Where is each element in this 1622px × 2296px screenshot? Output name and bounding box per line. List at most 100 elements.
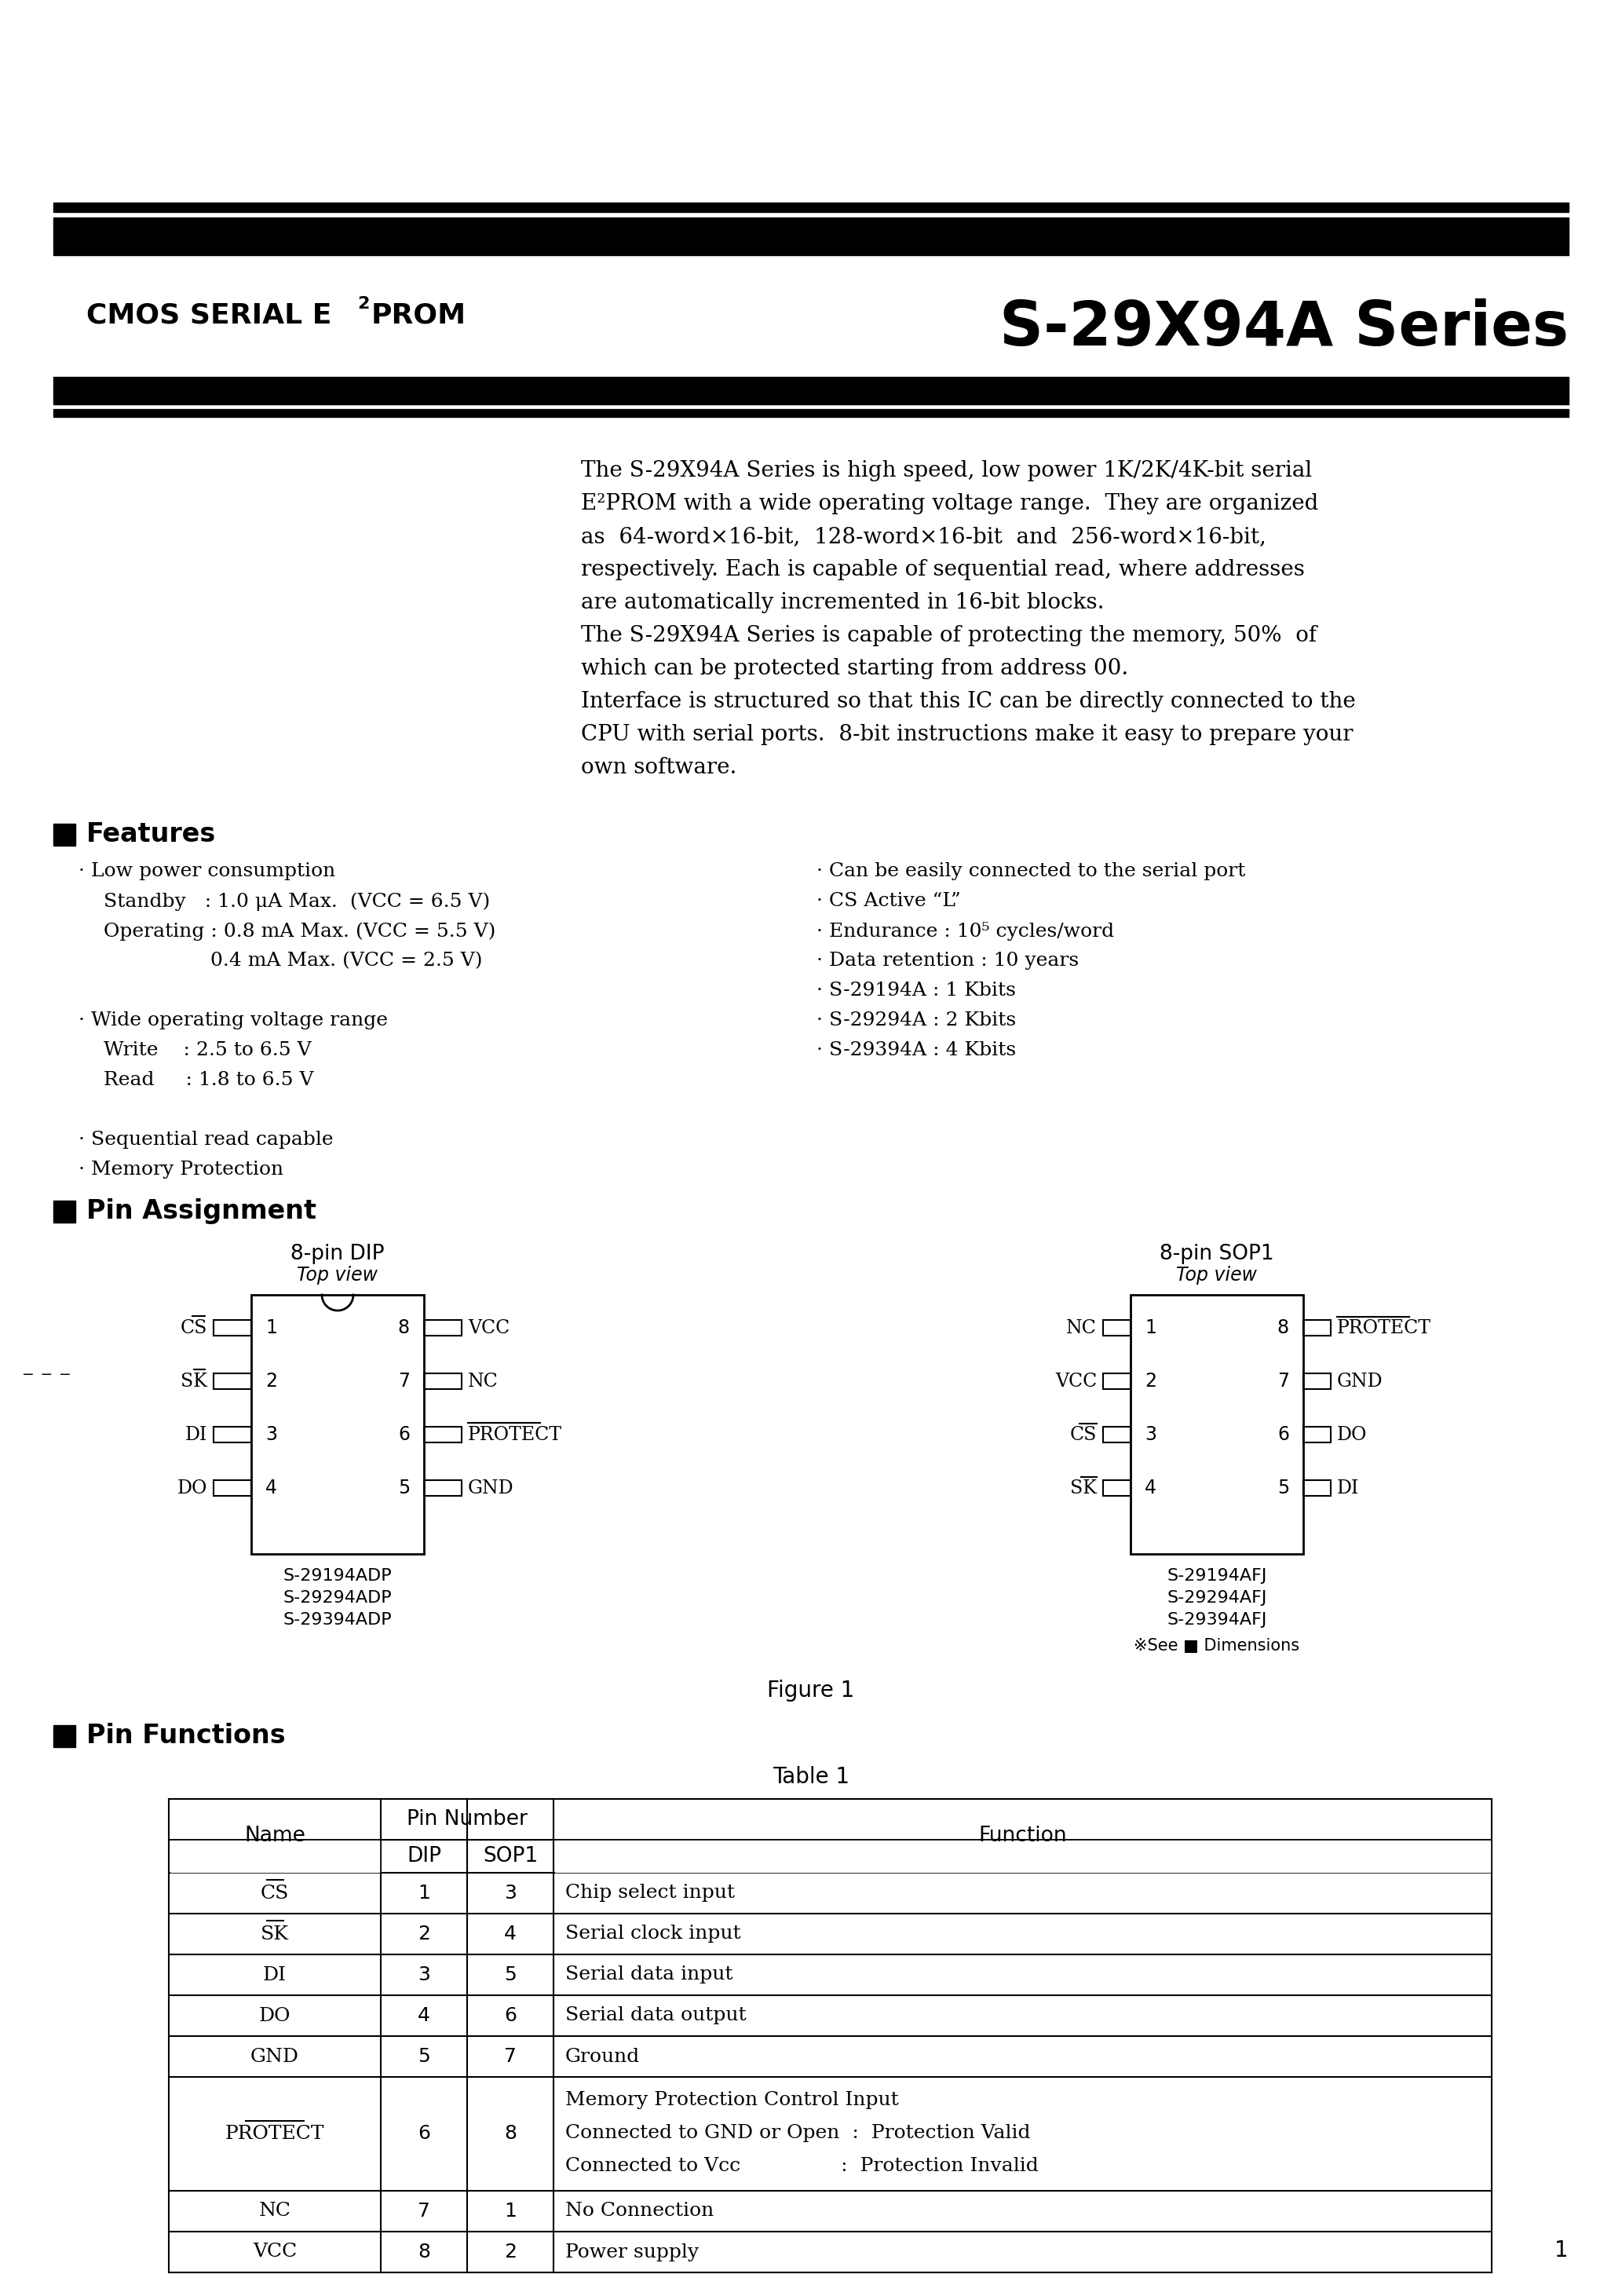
Bar <box>1131 1295 1302 1554</box>
Bar <box>423 1320 462 1336</box>
Text: S-29194ADP: S-29194ADP <box>284 1568 393 1584</box>
Text: 8: 8 <box>1277 1318 1289 1336</box>
Text: Connected to Vcc                :  Protection Invalid: Connected to Vcc : Protection Invalid <box>564 2156 1038 2174</box>
Text: 4: 4 <box>418 2007 430 2025</box>
Text: VCC: VCC <box>467 1318 509 1336</box>
Text: VCC: VCC <box>253 2243 297 2262</box>
Text: respectively. Each is capable of sequential read, where addresses: respectively. Each is capable of sequent… <box>581 560 1304 581</box>
Text: 8-pin SOP1: 8-pin SOP1 <box>1160 1244 1273 1265</box>
Text: 5: 5 <box>418 2048 430 2066</box>
Text: E²PROM with a wide operating voltage range.  They are organized: E²PROM with a wide operating voltage ran… <box>581 494 1319 514</box>
Text: CMOS SERIAL E: CMOS SERIAL E <box>86 303 333 328</box>
Text: Pin Assignment: Pin Assignment <box>86 1199 316 1224</box>
Text: Serial data output: Serial data output <box>564 2007 746 2025</box>
Text: 3: 3 <box>504 1883 516 1903</box>
Text: 2: 2 <box>266 1371 277 1391</box>
Text: 0.4 mA Max. (VCC = 2.5 V): 0.4 mA Max. (VCC = 2.5 V) <box>78 953 482 969</box>
Text: 2: 2 <box>1145 1371 1156 1391</box>
Text: 8-pin DIP: 8-pin DIP <box>290 1244 384 1265</box>
Text: 8: 8 <box>418 2243 430 2262</box>
Text: CS: CS <box>180 1318 208 1336</box>
Text: 1: 1 <box>266 1318 277 1336</box>
Text: ※See ■ Dimensions: ※See ■ Dimensions <box>1134 1637 1299 1653</box>
Bar <box>214 1373 251 1389</box>
Text: SOP1: SOP1 <box>483 1846 539 1867</box>
Bar <box>54 1201 75 1221</box>
Text: 7: 7 <box>397 1371 410 1391</box>
Text: The S-29X94A Series is capable of protecting the memory, 50%  of: The S-29X94A Series is capable of protec… <box>581 625 1317 645</box>
Text: Figure 1: Figure 1 <box>767 1681 855 1701</box>
Text: 7: 7 <box>1278 1371 1289 1391</box>
Text: 8: 8 <box>504 2124 516 2142</box>
Text: 3: 3 <box>418 1965 430 1984</box>
Text: which can be protected starting from address 00.: which can be protected starting from add… <box>581 659 1129 680</box>
Text: Features: Features <box>86 822 216 847</box>
Text: NC: NC <box>1066 1318 1096 1336</box>
Text: · Endurance : 10⁵ cycles/word: · Endurance : 10⁵ cycles/word <box>816 923 1114 941</box>
Text: S-29394ADP: S-29394ADP <box>284 1612 393 1628</box>
Bar <box>214 1426 251 1442</box>
Bar <box>214 1320 251 1336</box>
Text: GND: GND <box>1337 1373 1384 1391</box>
Text: 8: 8 <box>397 1318 410 1336</box>
Text: Serial clock input: Serial clock input <box>564 1924 741 1942</box>
Text: · CS Active “L”: · CS Active “L” <box>816 893 960 909</box>
Bar <box>1103 1426 1131 1442</box>
Text: · Sequential read capable: · Sequential read capable <box>78 1130 334 1148</box>
Bar <box>54 218 1568 255</box>
Text: 1: 1 <box>1555 2239 1568 2262</box>
Text: GND: GND <box>467 1479 514 1497</box>
Text: Top view: Top view <box>1176 1265 1257 1286</box>
Text: · S-29294A : 2 Kbits: · S-29294A : 2 Kbits <box>816 1010 1015 1029</box>
Bar <box>423 1373 462 1389</box>
Text: DO: DO <box>260 2007 290 2025</box>
Text: Power supply: Power supply <box>564 2243 699 2262</box>
Bar <box>1103 1320 1131 1336</box>
Text: Interface is structured so that this IC can be directly connected to the: Interface is structured so that this IC … <box>581 691 1356 712</box>
Text: · Data retention : 10 years: · Data retention : 10 years <box>816 953 1079 969</box>
Text: DI: DI <box>263 1965 287 1984</box>
Text: DO: DO <box>177 1479 208 1497</box>
Text: NC: NC <box>258 2202 290 2220</box>
Text: — — —: — — — <box>24 1368 70 1382</box>
Bar <box>170 1841 380 1871</box>
Text: CPU with serial ports.  8-bit instructions make it easy to prepare your: CPU with serial ports. 8-bit instruction… <box>581 723 1353 746</box>
Bar <box>214 1481 251 1497</box>
Text: · S-29194A : 1 Kbits: · S-29194A : 1 Kbits <box>816 980 1015 999</box>
Text: as  64-word×16-bit,  128-word×16-bit  and  256-word×16-bit,: as 64-word×16-bit, 128-word×16-bit and 2… <box>581 526 1267 546</box>
Text: CS: CS <box>261 1885 289 1901</box>
Text: S-29294ADP: S-29294ADP <box>284 1591 393 1605</box>
Bar <box>1302 1320 1330 1336</box>
Text: · Low power consumption: · Low power consumption <box>78 863 336 879</box>
Text: DO: DO <box>1337 1426 1367 1444</box>
Text: 5: 5 <box>1277 1479 1289 1497</box>
Text: SK: SK <box>180 1373 208 1391</box>
Bar <box>423 1426 462 1442</box>
Text: Function: Function <box>978 1825 1067 1846</box>
Text: 1: 1 <box>504 2202 516 2220</box>
Text: · S-29394A : 4 Kbits: · S-29394A : 4 Kbits <box>816 1040 1015 1058</box>
Text: 2: 2 <box>418 1924 430 1942</box>
Bar <box>1302 1426 1330 1442</box>
Text: 4: 4 <box>1145 1479 1156 1497</box>
Text: GND: GND <box>250 2048 298 2066</box>
Text: Connected to GND or Open  :  Protection Valid: Connected to GND or Open : Protection Va… <box>564 2124 1030 2142</box>
Text: Read     : 1.8 to 6.5 V: Read : 1.8 to 6.5 V <box>78 1070 313 1088</box>
Text: 1: 1 <box>418 1883 430 1903</box>
Text: Top view: Top view <box>297 1265 378 1286</box>
Text: Table 1: Table 1 <box>772 1766 850 1789</box>
Text: are automatically incremented in 16-bit blocks.: are automatically incremented in 16-bit … <box>581 592 1105 613</box>
Text: S-29194AFJ: S-29194AFJ <box>1166 1568 1267 1584</box>
Text: S-29X94A Series: S-29X94A Series <box>999 298 1568 358</box>
Bar <box>54 409 1568 418</box>
Text: 3: 3 <box>1145 1426 1156 1444</box>
Bar <box>423 1481 462 1497</box>
Text: DI: DI <box>185 1426 208 1444</box>
Text: The S-29X94A Series is high speed, low power 1K/2K/4K-bit serial: The S-29X94A Series is high speed, low p… <box>581 459 1312 482</box>
Text: 4: 4 <box>266 1479 277 1497</box>
Text: PROM: PROM <box>371 303 467 328</box>
Bar <box>1302 1373 1330 1389</box>
Text: 6: 6 <box>397 1426 410 1444</box>
Text: SK: SK <box>1071 1479 1096 1497</box>
Text: Memory Protection Control Input: Memory Protection Control Input <box>564 2092 899 2110</box>
